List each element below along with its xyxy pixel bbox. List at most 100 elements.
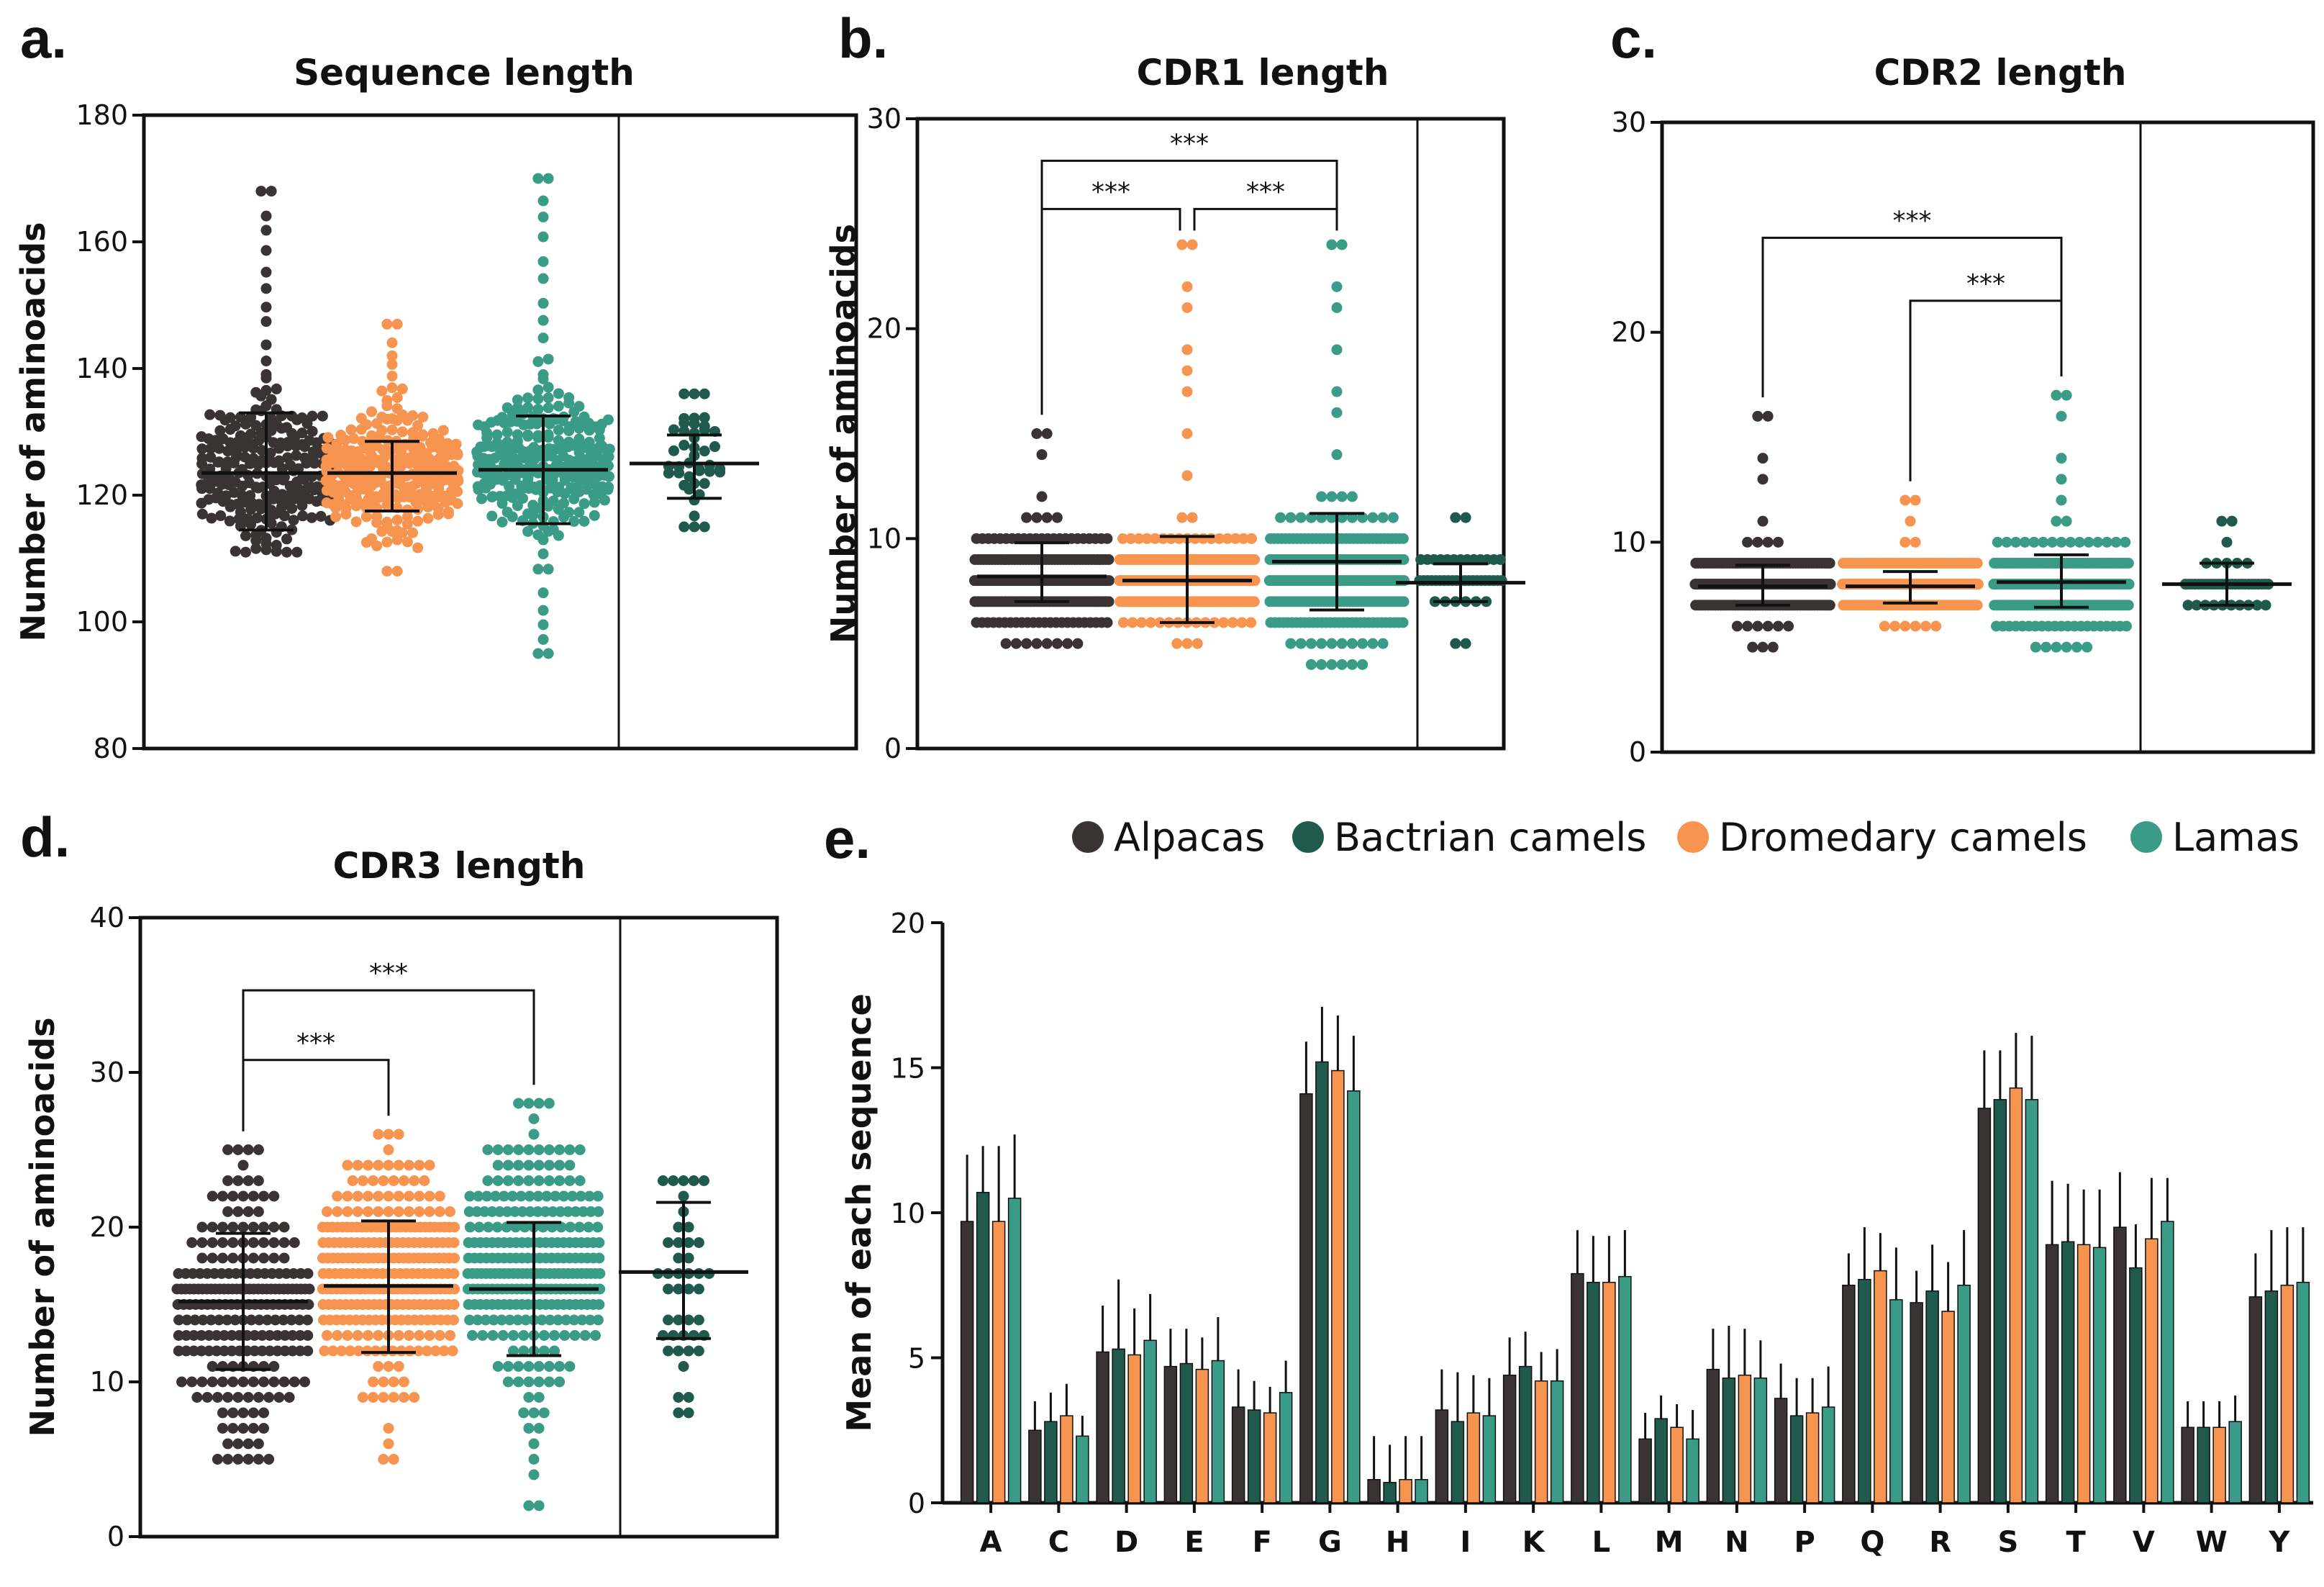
data-point xyxy=(1103,554,1115,565)
data-point xyxy=(1275,512,1286,523)
data-point xyxy=(340,508,352,520)
data-point xyxy=(196,458,208,469)
data-point xyxy=(481,1190,493,1202)
data-point xyxy=(196,1345,207,1357)
data-point xyxy=(448,1252,460,1264)
data-point xyxy=(189,1314,201,1326)
data-point xyxy=(291,440,302,452)
data-point xyxy=(278,1376,290,1388)
data-point xyxy=(1357,659,1368,670)
data-point xyxy=(1762,536,1774,548)
data-point xyxy=(258,1190,269,1202)
data-point xyxy=(496,516,508,528)
y-tick-label: 0 xyxy=(107,1521,124,1552)
data-point xyxy=(532,1206,543,1217)
data-point xyxy=(683,1314,694,1326)
data-point xyxy=(258,1376,269,1388)
data-point xyxy=(432,509,444,520)
data-point xyxy=(1305,659,1317,670)
data-point xyxy=(2101,536,2112,548)
data-point xyxy=(291,450,302,461)
data-point xyxy=(226,1330,237,1341)
category-H: H xyxy=(1367,1436,1428,1559)
data-point xyxy=(507,511,518,523)
category-C: C xyxy=(1028,1383,1089,1559)
data-point xyxy=(1972,579,1984,590)
data-point xyxy=(1181,428,1193,439)
bar-lamas xyxy=(1211,1360,1225,1504)
data-point xyxy=(1031,512,1043,523)
data-point xyxy=(388,1454,399,1465)
data-point xyxy=(523,1159,535,1171)
data-point xyxy=(477,1330,489,1341)
data-point xyxy=(206,512,217,524)
bar-dromedary xyxy=(1738,1374,1752,1504)
data-point xyxy=(336,1345,348,1357)
data-point xyxy=(2071,641,2082,653)
data-point xyxy=(2019,536,2030,548)
data-point xyxy=(513,1159,525,1171)
data-point xyxy=(222,446,234,457)
data-point xyxy=(242,1206,254,1217)
data-point xyxy=(260,245,272,256)
panel-letter: d. xyxy=(20,805,70,869)
data-point xyxy=(256,1345,268,1357)
data-point xyxy=(555,1221,567,1233)
data-point xyxy=(378,1392,389,1403)
data-point xyxy=(543,1159,555,1171)
bar-lamas xyxy=(1686,1438,1699,1504)
group-alpacas xyxy=(196,186,337,558)
data-point xyxy=(265,186,277,197)
y-tick-label: 20 xyxy=(891,908,925,939)
y-axis-label: Mean of each sequence xyxy=(840,993,879,1432)
category-W: W xyxy=(2181,1395,2242,1559)
data-point xyxy=(501,1206,513,1217)
data-point xyxy=(2260,600,2271,611)
bar-dromedary xyxy=(1874,1270,1887,1504)
data-point xyxy=(2251,600,2263,611)
data-point xyxy=(250,535,262,546)
panel-a: a. Sequence length Number of aminoacids 80 1… xyxy=(14,6,858,764)
data-point xyxy=(260,210,272,222)
bar-lamas xyxy=(2025,1099,2039,1504)
data-point xyxy=(523,1175,535,1186)
x-tick-label: A xyxy=(980,1526,1002,1559)
data-point xyxy=(381,566,393,577)
data-point xyxy=(273,443,285,454)
panel-d: d. CDR3 length Number of aminoacids 0 10 20 30… xyxy=(20,805,779,1552)
data-point xyxy=(386,358,398,370)
data-point xyxy=(240,418,251,430)
data-point xyxy=(559,474,571,486)
category-E: E xyxy=(1163,1317,1225,1559)
bar-bactrian xyxy=(1044,1421,1058,1504)
data-point xyxy=(2030,641,2041,653)
data-point xyxy=(393,1129,404,1140)
data-point xyxy=(584,1190,595,1202)
data-point xyxy=(278,1252,290,1264)
data-point xyxy=(307,425,318,437)
data-point xyxy=(668,1175,679,1186)
data-point xyxy=(464,1221,476,1233)
data-point xyxy=(522,430,534,442)
legend-marker xyxy=(1292,821,1324,853)
data-point xyxy=(678,1175,689,1186)
x-tick-label: Y xyxy=(2268,1526,2290,1559)
data-point xyxy=(330,502,342,514)
data-point xyxy=(1377,512,1389,523)
bar-lamas xyxy=(1143,1339,1157,1504)
data-point xyxy=(1757,641,1769,653)
bar-dromedary xyxy=(2280,1285,2295,1504)
data-point xyxy=(191,1392,203,1403)
data-point xyxy=(473,1190,484,1202)
bar-bactrian xyxy=(1112,1348,1125,1504)
data-point xyxy=(2046,536,2058,548)
data-point xyxy=(260,356,272,367)
data-point xyxy=(502,1144,514,1155)
data-point xyxy=(278,510,290,522)
data-point xyxy=(513,1098,525,1109)
data-point xyxy=(599,494,610,506)
data-point xyxy=(297,510,309,522)
data-point xyxy=(673,467,685,479)
data-point xyxy=(678,521,690,533)
data-point xyxy=(528,1113,540,1124)
